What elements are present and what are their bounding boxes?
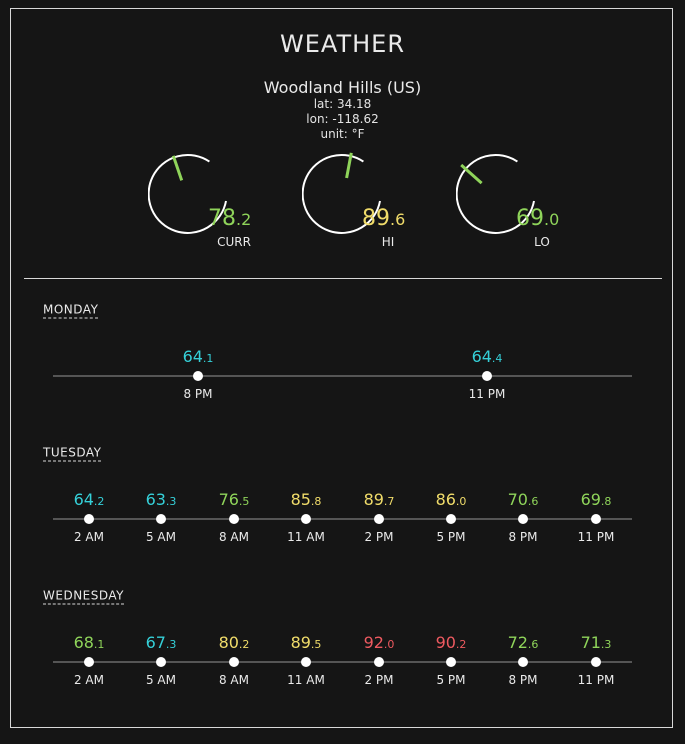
forecast-temp: 64.2 <box>73 490 105 509</box>
forecast-time: 11 PM <box>577 530 615 544</box>
forecast-dot <box>374 514 384 524</box>
forecast-time: 11 AM <box>287 530 325 544</box>
forecast-temp: 80.2 <box>218 633 250 652</box>
forecast-time: 8 PM <box>508 530 538 544</box>
forecast-temp: 69.8 <box>580 490 612 509</box>
forecast-dot <box>591 657 601 667</box>
timeline-wednesday <box>53 661 632 663</box>
forecast-dot <box>591 514 601 524</box>
timeline-tuesday <box>53 518 632 520</box>
forecast-time: 2 PM <box>364 530 394 544</box>
widget-frame <box>10 8 673 728</box>
forecast-dot <box>446 657 456 667</box>
gauge-low-value: 69.0 <box>516 206 560 231</box>
forecast-dot <box>229 657 239 667</box>
gauge-high: 89.6 HI <box>302 150 412 255</box>
gauge-current-value: 78.2 <box>208 206 252 231</box>
forecast-dot <box>518 657 528 667</box>
gauge-low: 69.0 LO <box>456 150 566 255</box>
forecast-time: 2 AM <box>73 530 104 544</box>
gauge-high-label: HI <box>381 235 395 249</box>
forecast-time: 5 AM <box>145 530 176 544</box>
day-label-tuesday: TUESDAY <box>43 445 102 462</box>
forecast-time: 11 PM <box>468 387 506 401</box>
forecast-temp: 89.7 <box>363 490 395 509</box>
forecast-temp: 68.1 <box>73 633 105 652</box>
gauge-low-dial <box>456 154 535 234</box>
forecast-time: 8 AM <box>218 673 249 687</box>
forecast-dot <box>193 371 203 381</box>
section-divider <box>24 278 662 279</box>
forecast-temp: 92.0 <box>363 633 395 652</box>
timeline-monday <box>53 375 632 377</box>
gauge-current: 78.2 CURR <box>148 150 258 255</box>
forecast-temp: 63.3 <box>145 490 177 509</box>
gauge-low-label: LO <box>534 235 550 249</box>
forecast-dot <box>301 514 311 524</box>
location-lat: lat: 34.18 <box>313 97 372 111</box>
forecast-dot <box>156 514 166 524</box>
forecast-time: 8 PM <box>508 673 538 687</box>
forecast-dot <box>301 657 311 667</box>
day-label-monday: MONDAY <box>43 302 99 319</box>
day-label-wednesday: WEDNESDAY <box>43 588 124 605</box>
forecast-dot <box>446 514 456 524</box>
gauge-current-dial <box>148 154 227 234</box>
forecast-time: 5 PM <box>436 673 466 687</box>
gauge-current-label: CURR <box>217 235 251 249</box>
location-city: Woodland Hills (US) <box>263 78 422 97</box>
forecast-temp: 64.4 <box>471 347 503 366</box>
gauge-row: 78.2 CURR 89.6 HI 69.0 LO <box>0 150 685 260</box>
forecast-dot <box>229 514 239 524</box>
forecast-temp: 90.2 <box>435 633 467 652</box>
forecast-dot <box>84 657 94 667</box>
forecast-temp: 70.6 <box>507 490 539 509</box>
forecast-temp: 85.8 <box>290 490 322 509</box>
forecast-temp: 71.3 <box>580 633 612 652</box>
forecast-time: 5 PM <box>436 530 466 544</box>
forecast-temp: 76.5 <box>218 490 250 509</box>
forecast-time: 8 AM <box>218 530 249 544</box>
forecast-dot <box>156 657 166 667</box>
forecast-dot <box>84 514 94 524</box>
gauge-high-value: 89.6 <box>362 206 406 231</box>
forecast-time: 11 PM <box>577 673 615 687</box>
forecast-dot <box>374 657 384 667</box>
gauge-low-needle <box>460 163 483 185</box>
page-title: WEATHER <box>280 30 405 58</box>
forecast-time: 2 PM <box>364 673 394 687</box>
gauge-current-needle <box>171 155 184 181</box>
forecast-temp: 89.5 <box>290 633 322 652</box>
forecast-dot <box>482 371 492 381</box>
location-unit: unit: °F <box>320 127 365 141</box>
forecast-dot <box>518 514 528 524</box>
forecast-temp: 72.6 <box>507 633 539 652</box>
forecast-time: 11 AM <box>287 673 325 687</box>
forecast-time: 2 AM <box>73 673 104 687</box>
gauge-high-needle <box>345 152 353 179</box>
forecast-time: 8 PM <box>183 387 213 401</box>
forecast-temp: 67.3 <box>145 633 177 652</box>
forecast-time: 5 AM <box>145 673 176 687</box>
gauge-high-dial <box>302 152 381 234</box>
location-lon: lon: -118.62 <box>306 112 379 126</box>
forecast-temp: 86.0 <box>435 490 467 509</box>
forecast-temp: 64.1 <box>182 347 214 366</box>
